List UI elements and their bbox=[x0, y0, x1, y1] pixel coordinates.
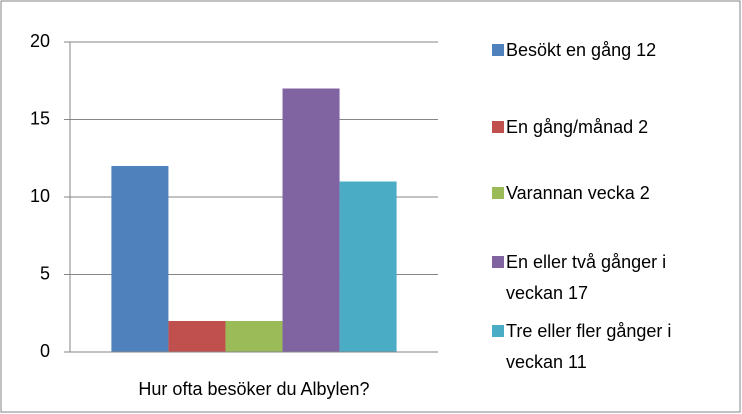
legend-swatch bbox=[492, 187, 504, 199]
legend-swatch bbox=[492, 325, 504, 337]
bar bbox=[339, 181, 397, 352]
legend-label: En gång/månad 2 bbox=[506, 117, 649, 137]
y-tick-label: 10 bbox=[30, 186, 50, 206]
legend-swatch bbox=[492, 44, 504, 56]
legend-entry: En gång/månad 2 bbox=[492, 112, 732, 143]
legend-label: Varannan vecka 2 bbox=[506, 183, 650, 203]
y-tick-label: 20 bbox=[30, 31, 50, 51]
bar bbox=[111, 166, 169, 352]
x-tick-label: Hur ofta besöker du Albylen? bbox=[138, 379, 369, 399]
legend-entry: Varannan vecka 2 bbox=[492, 178, 732, 209]
legend-entry: Besökt en gång 12 bbox=[492, 35, 732, 66]
legend-label: Besökt en gång 12 bbox=[506, 40, 657, 60]
legend-label: Tre eller fler gånger i veckan 11 bbox=[506, 321, 672, 372]
legend-label: En eller två gånger i veckan 17 bbox=[506, 252, 667, 303]
legend-entry: En eller två gånger i veckan 17 bbox=[492, 247, 732, 309]
bar bbox=[225, 321, 283, 352]
bar bbox=[282, 88, 340, 352]
legend-entry: Tre eller fler gånger i veckan 11 bbox=[492, 316, 732, 378]
y-tick-label: 5 bbox=[40, 263, 50, 283]
y-tick-label: 0 bbox=[40, 341, 50, 361]
y-tick-label: 15 bbox=[30, 108, 50, 128]
bar bbox=[168, 321, 226, 352]
legend-swatch bbox=[492, 121, 504, 133]
legend-swatch bbox=[492, 256, 504, 268]
